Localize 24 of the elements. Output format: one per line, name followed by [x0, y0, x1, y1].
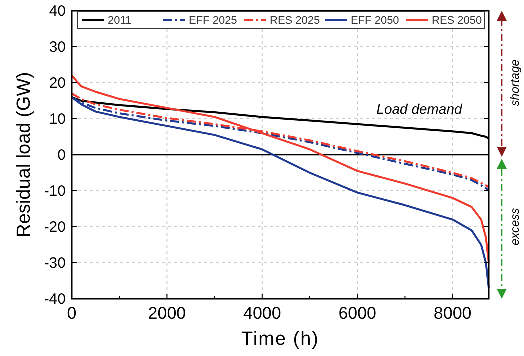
y-tick-label: -20	[44, 219, 66, 236]
y-tick-label: 40	[49, 3, 66, 20]
y-tick-label: -10	[44, 183, 66, 200]
y-tick-label: -30	[44, 255, 66, 272]
legend-label: 2011	[108, 15, 132, 27]
y-tick-label: 30	[49, 39, 66, 56]
legend-label: EFF 2025	[189, 15, 238, 27]
legend-label: EFF 2050	[351, 15, 400, 27]
y-tick-label: -40	[44, 291, 66, 308]
y-tick-label: 0	[58, 147, 66, 164]
y-tick-label: 20	[49, 75, 66, 92]
y-tick-label: 10	[49, 111, 66, 128]
y-axis-title: Residual load (GW)	[14, 72, 35, 238]
x-tick-label: 4000	[243, 304, 282, 323]
x-tick-label: 6000	[338, 304, 377, 323]
text: excess	[508, 208, 522, 246]
legend-label: RES 2025	[270, 15, 320, 27]
annotation: Load demand	[376, 101, 464, 118]
line-series	[71, 74, 490, 264]
x-axis-title: Time (h)	[241, 329, 320, 350]
x-tick-label: 2000	[148, 304, 186, 323]
text: shortage	[508, 59, 522, 106]
legend-label: RES 2050	[432, 15, 482, 27]
x-tick-label: 8000	[434, 304, 472, 323]
